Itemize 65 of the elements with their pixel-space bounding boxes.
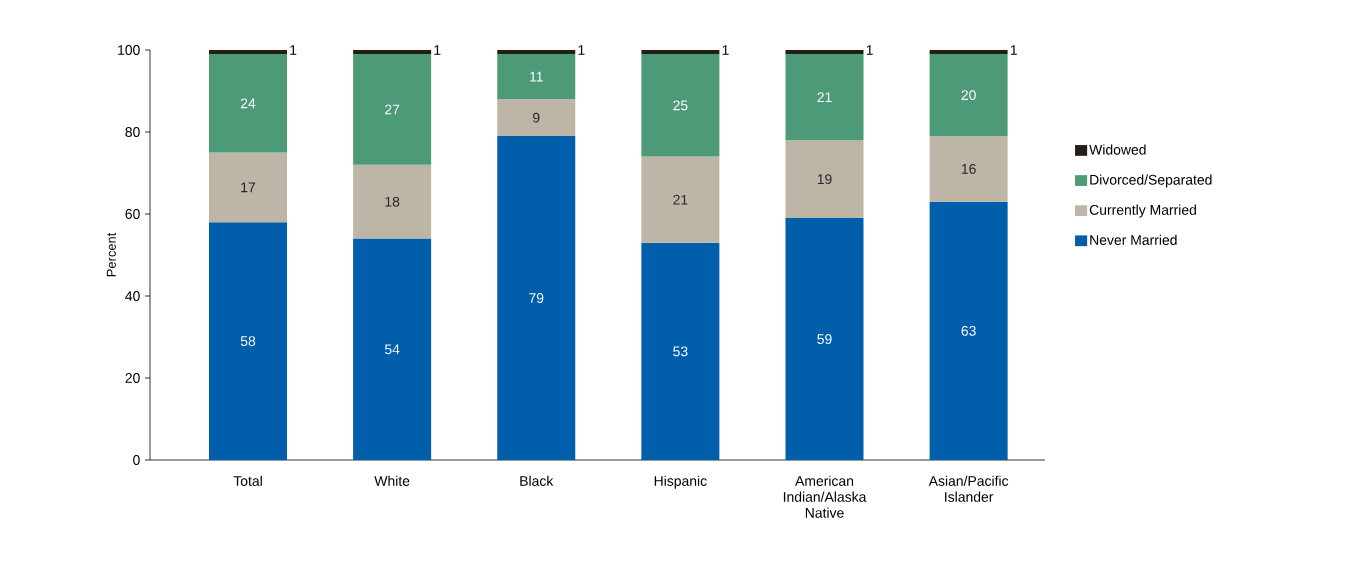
bar [785, 218, 864, 460]
bar [209, 54, 287, 153]
data-label: 1 [1010, 45, 1017, 55]
bar [497, 50, 576, 55]
legend-label: Divorced/Separated [1090, 174, 1212, 188]
data-label: 1 [434, 45, 441, 55]
data-label: 63 [961, 325, 976, 336]
bar [497, 54, 576, 100]
y-tick-label: 80 [125, 127, 140, 137]
data-label: 21 [673, 194, 688, 205]
data-label: 9 [533, 112, 540, 123]
x-tick-label: Hispanic [654, 475, 707, 489]
bar [497, 136, 576, 460]
bar [497, 99, 576, 137]
data-label: 17 [241, 182, 256, 193]
bar [785, 54, 864, 141]
data-label: 11 [530, 71, 543, 82]
bar [785, 50, 864, 55]
bar [353, 54, 432, 165]
bar [929, 54, 1008, 137]
bar [785, 140, 864, 219]
y-tick-label: 100 [118, 45, 140, 55]
data-label: 21 [817, 92, 832, 103]
bar [641, 54, 720, 157]
data-label: 1 [866, 45, 873, 55]
data-label: 27 [385, 104, 400, 115]
data-label: 16 [961, 163, 976, 174]
y-tick-label: 0 [133, 455, 140, 465]
bar [641, 50, 720, 55]
bar [641, 156, 720, 243]
data-label: 1 [578, 45, 585, 55]
bar [929, 136, 1008, 202]
data-label: 79 [529, 293, 544, 303]
data-label: 53 [673, 346, 688, 357]
data-label: 24 [240, 98, 256, 109]
legend-label: Never Married [1090, 234, 1177, 245]
legend-label: Currently Married [1089, 204, 1196, 218]
x-tick-label: Total [233, 475, 262, 486]
data-label: 1 [290, 45, 297, 55]
x-tick-label: Asian/Pacific Islander [928, 475, 1009, 502]
data-label: 59 [817, 334, 832, 344]
bar [209, 222, 287, 460]
data-label: 19 [817, 174, 832, 185]
legend-label: Widowed [1089, 144, 1146, 155]
data-label: 20 [961, 90, 976, 101]
x-tick-label: American Indian/Alaska Native [783, 475, 867, 518]
bar [353, 50, 432, 55]
data-label: 25 [673, 100, 688, 111]
bar [929, 50, 1008, 55]
bar [929, 201, 1008, 460]
data-label: 1 [722, 45, 729, 55]
x-tick-label: Black [520, 475, 554, 486]
y-axis-title: Percent [106, 232, 116, 277]
bar [641, 242, 720, 460]
y-tick-label: 60 [125, 209, 140, 219]
data-label: 18 [385, 196, 400, 207]
y-tick-label: 20 [125, 373, 140, 383]
y-tick-label: 40 [125, 291, 140, 301]
bar [209, 152, 287, 223]
x-tick-label: White [374, 475, 410, 486]
data-label: 58 [240, 336, 256, 347]
bar [209, 50, 287, 55]
bar [353, 238, 432, 460]
data-label: 54 [384, 344, 400, 355]
bar [353, 164, 432, 239]
